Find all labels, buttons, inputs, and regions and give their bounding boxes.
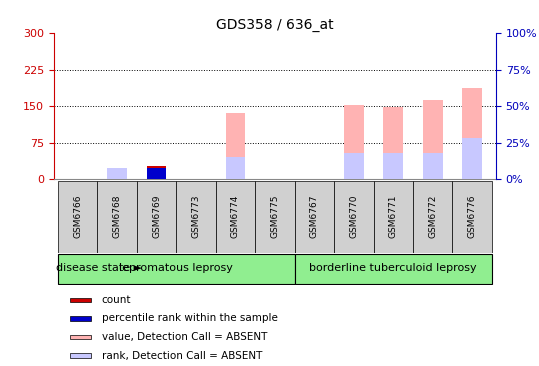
Bar: [462, 87, 482, 179]
Bar: [107, 168, 127, 179]
Bar: [423, 153, 443, 179]
Bar: [255, 181, 295, 253]
Bar: [295, 181, 334, 253]
Bar: [58, 181, 98, 253]
Bar: [374, 181, 413, 253]
Text: GSM6770: GSM6770: [349, 194, 358, 238]
Bar: [70, 298, 91, 302]
Text: GSM6775: GSM6775: [271, 194, 279, 238]
Text: GSM6776: GSM6776: [468, 194, 476, 238]
Bar: [383, 153, 403, 179]
Bar: [216, 181, 255, 253]
Bar: [413, 181, 452, 253]
Text: GSM6769: GSM6769: [152, 194, 161, 238]
Bar: [225, 113, 245, 179]
Bar: [295, 254, 492, 284]
Bar: [58, 254, 295, 284]
Bar: [462, 138, 482, 179]
Title: GDS358 / 636_at: GDS358 / 636_at: [216, 18, 334, 32]
Bar: [344, 153, 364, 179]
Text: GSM6766: GSM6766: [73, 194, 82, 238]
Bar: [344, 105, 364, 179]
Bar: [147, 166, 167, 179]
Text: count: count: [101, 295, 131, 305]
Bar: [70, 335, 91, 339]
Bar: [334, 181, 374, 253]
Text: percentile rank within the sample: percentile rank within the sample: [101, 314, 278, 324]
Bar: [107, 169, 127, 179]
Bar: [147, 168, 167, 179]
Text: rank, Detection Call = ABSENT: rank, Detection Call = ABSENT: [101, 351, 262, 361]
Text: GSM6771: GSM6771: [389, 194, 398, 238]
Text: GSM6768: GSM6768: [113, 194, 121, 238]
Bar: [225, 157, 245, 179]
Bar: [423, 100, 443, 179]
Text: value, Detection Call = ABSENT: value, Detection Call = ABSENT: [101, 332, 267, 342]
Bar: [176, 181, 216, 253]
Bar: [383, 107, 403, 179]
Text: borderline tuberculoid leprosy: borderline tuberculoid leprosy: [309, 264, 477, 273]
Text: disease state ►: disease state ►: [56, 264, 142, 273]
Text: GSM6772: GSM6772: [429, 194, 437, 238]
Bar: [70, 353, 91, 358]
Bar: [98, 181, 137, 253]
Bar: [70, 316, 91, 321]
Text: GSM6767: GSM6767: [310, 194, 319, 238]
Bar: [452, 181, 492, 253]
Text: GSM6774: GSM6774: [231, 194, 240, 238]
Text: GSM6773: GSM6773: [191, 194, 201, 238]
Text: lepromatous leprosy: lepromatous leprosy: [119, 264, 233, 273]
Bar: [137, 181, 176, 253]
